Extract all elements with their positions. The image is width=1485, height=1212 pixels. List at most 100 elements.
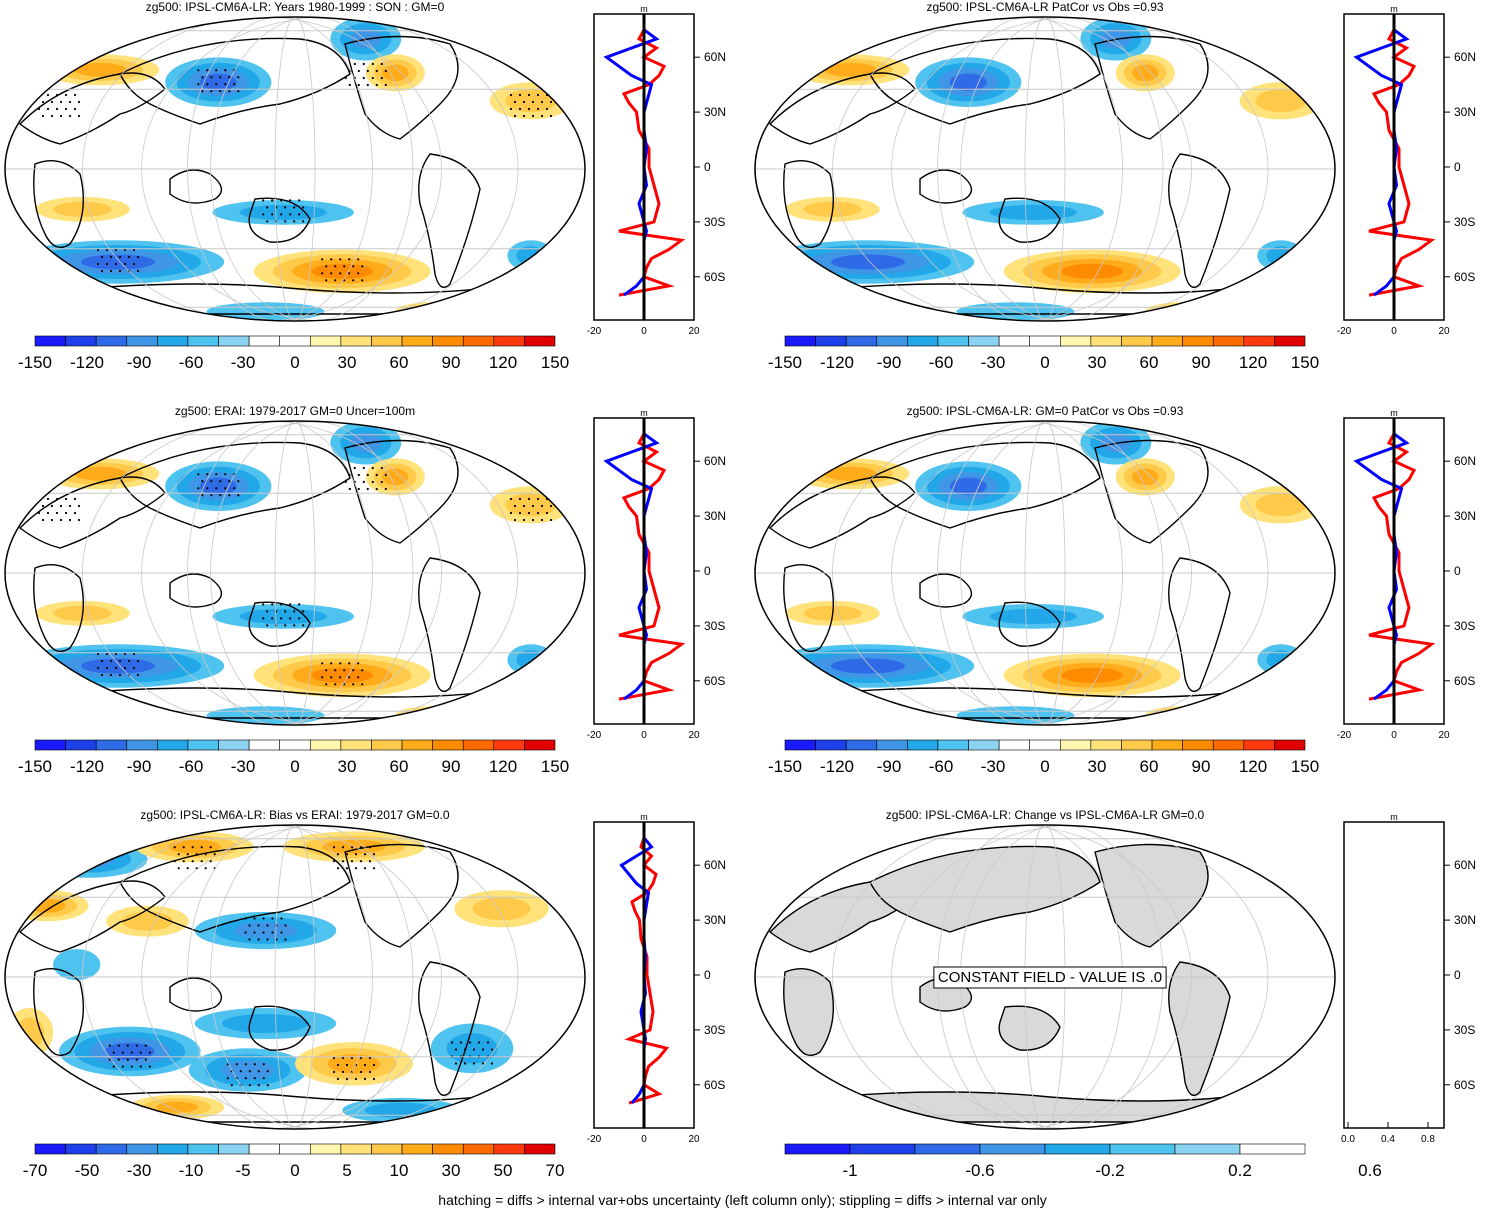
stipple-dot: [200, 860, 203, 863]
stipple-dot: [545, 511, 549, 515]
colorbar-swatch: [157, 1143, 189, 1155]
zonal-unit-label: m: [1390, 408, 1398, 418]
stipple-dot: [352, 279, 355, 282]
zonal-x-label: 0: [1391, 730, 1397, 741]
longitude-gridline: [832, 17, 1192, 321]
stipple-dot: [372, 1063, 376, 1067]
stipple-dot: [266, 1070, 269, 1073]
stipple-dot: [361, 669, 364, 672]
continent-outline: [33, 968, 85, 1056]
colorbar-swatch: [1090, 335, 1122, 347]
colorbar-swatch: [279, 739, 311, 751]
stipple-dot: [332, 1070, 336, 1074]
stipple-dot: [96, 652, 100, 656]
colorbar-label: -90: [127, 353, 152, 372]
anomaly-contour: [989, 204, 1077, 221]
stipple-dot: [289, 213, 292, 216]
stipple-dot: [41, 504, 45, 508]
stipple-dot: [531, 504, 535, 508]
stipple-dot: [522, 114, 526, 118]
stipple-dot: [123, 248, 127, 252]
stipple-dot: [257, 924, 260, 927]
stipple-dot: [266, 220, 269, 223]
colorbar-swatch: [1182, 739, 1214, 751]
stipple-dot: [357, 662, 360, 665]
colorbar-label: -90: [877, 353, 902, 372]
stipple-dot: [353, 62, 356, 66]
stipple-dot: [262, 603, 265, 606]
stipple-dot: [472, 1062, 476, 1065]
stipple-dot: [136, 673, 140, 677]
stipple-dot: [289, 603, 292, 606]
stipple-dot: [293, 206, 296, 209]
panel-erai: zg500: ERAI: 1979-2017 GM=0 Uncer=100m -…: [0, 404, 742, 808]
zonal-unit-label: m: [640, 4, 648, 14]
stipple-dot: [339, 258, 342, 261]
stipple-dot: [545, 107, 549, 111]
stipple-dot: [109, 255, 113, 259]
stipple-dot: [336, 867, 340, 870]
colorbar-label: -120: [820, 757, 854, 776]
stipple-dot: [371, 466, 374, 470]
stipple-dot: [366, 69, 369, 73]
continent-outline: [418, 557, 481, 692]
stipple-dot: [362, 466, 365, 470]
colorbar-label: -150: [18, 757, 52, 776]
stipple-dot: [126, 1058, 129, 1061]
colorbar-swatch: [1090, 739, 1122, 751]
stipple-dot: [375, 487, 378, 491]
stipple-dot: [55, 497, 59, 501]
colorbar: -150 -120 -90 -60 -30 0 30 60 90 120 150: [768, 335, 1319, 372]
stipple-dot: [197, 487, 200, 490]
anomaly-contour: [74, 466, 127, 481]
panel-change: zg500: IPSL-CM6A-LR: Change vs IPSL-CM6A…: [750, 808, 1485, 1212]
stipple-dot: [330, 272, 333, 275]
stipple-dot: [59, 504, 63, 508]
zonal-lat-label: 0: [704, 564, 711, 578]
longitude-gridline: [960, 17, 1164, 321]
stipple-dot: [463, 1048, 467, 1051]
stipple-dot: [257, 1070, 260, 1073]
longitude-gridline: [832, 421, 1192, 725]
colorbar-label: 30: [442, 1161, 461, 1180]
map-field: [5, 825, 585, 1129]
colorbar-swatch: [218, 1143, 250, 1155]
stipple-dot: [298, 603, 301, 606]
zonal-x-label: -20: [1337, 730, 1352, 741]
stipple-dot: [341, 1070, 345, 1074]
longitude-gridline: [1024, 17, 1066, 321]
stipple-dot: [321, 258, 324, 261]
anomaly-contour: [824, 466, 877, 481]
longitude-gridline: [187, 825, 373, 1129]
colorbar-label: -150: [768, 353, 802, 372]
anomaly-contour: [1132, 64, 1159, 82]
map: [4, 16, 586, 322]
stipple-dot: [136, 659, 140, 663]
longitude-gridline: [141, 825, 519, 1129]
colorbar: -70 -50 -30 -10 -5 0 5 10 30 50 70: [23, 1143, 564, 1180]
stipple-dot: [244, 917, 247, 920]
stipple-dot: [332, 860, 336, 863]
zonal-x-label: 0.8: [1421, 1134, 1435, 1145]
colorbar-swatch: [126, 1143, 158, 1155]
colorbar-label: -5: [235, 1161, 250, 1180]
continent-outline: [248, 1005, 311, 1051]
stipple-dot: [352, 683, 355, 686]
zonal-unit-label: m: [640, 408, 648, 418]
stipple-dot: [325, 669, 328, 672]
stipple-dot: [344, 480, 347, 484]
continent-outline: [119, 441, 351, 529]
stipple-dot: [77, 100, 81, 104]
stipple-dot: [118, 255, 122, 259]
colorbar-label: -60: [929, 353, 954, 372]
stipple-dot: [293, 624, 296, 627]
longitude-gridline: [274, 421, 316, 725]
stipple-dot: [201, 90, 204, 93]
anomaly-contour: [1061, 263, 1123, 279]
colorbar-label: 90: [442, 353, 461, 372]
stipple-dot: [191, 860, 194, 863]
stipple-dot: [123, 666, 127, 670]
stipple-dot: [266, 206, 269, 209]
stipple-dot: [233, 487, 236, 490]
colorbar-swatch: [849, 1143, 916, 1155]
